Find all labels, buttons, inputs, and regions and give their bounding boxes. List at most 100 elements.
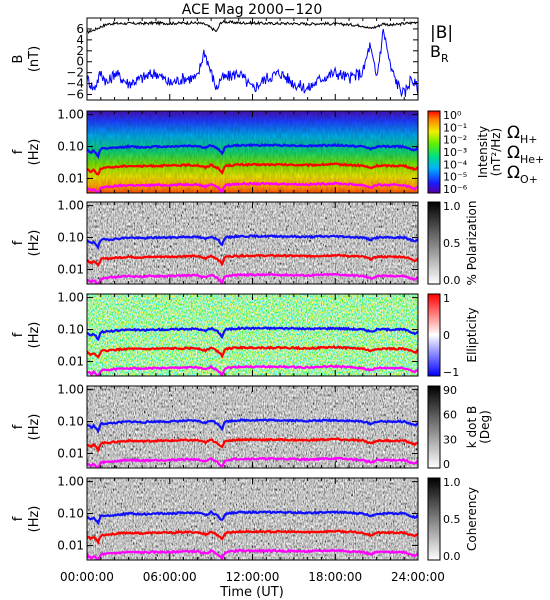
cyclotron-line-hplus (87, 142, 418, 159)
colorbar-tick-label: 30 (443, 433, 457, 446)
x-axis-label: Time (UT) (219, 585, 284, 600)
colorbar-kdotb (427, 385, 441, 469)
y-tick-label: 0.10 (57, 507, 84, 521)
cyclotron-line-oplus (87, 363, 418, 376)
y-tick-label: −6 (66, 88, 84, 102)
y-tick-label: 0.01 (57, 538, 84, 552)
colorbar-tick-label: 90 (443, 384, 457, 397)
cyclotron-line-oplus (87, 272, 418, 284)
colorbar-tick-label: 10⁰ (443, 109, 462, 122)
colorbar-tick-label: 1 (443, 292, 450, 305)
legend-omega-hplus: ΩH+ (507, 123, 538, 146)
y-tick-label: 6 (76, 22, 84, 36)
colorbar-intensity (427, 110, 441, 194)
x-tick-label: 24:00:00 (391, 570, 445, 584)
colorbar-title: Coherency (465, 487, 479, 551)
legend-omega-heplus: ΩHe+ (507, 143, 544, 166)
cyclotron-line-oplus (87, 181, 418, 193)
cyclotron-line-oplus (87, 548, 418, 560)
cyclotron-line-heplus (87, 253, 418, 267)
colorbar-tick-label: 0 (443, 329, 450, 342)
x-tick-label: 18:00:00 (308, 570, 362, 584)
x-tick-label: 12:00:00 (226, 570, 280, 584)
y-tick-label: 0.10 (57, 140, 84, 154)
y-axis-label: f (11, 516, 26, 521)
y-tick-label: 1.00 (57, 291, 84, 305)
colorbar-tick-label: 0.5 (443, 513, 461, 526)
legend-b-radial: BR (430, 42, 449, 65)
panel-kdotb: 1.00 0.10 0.01 90 60 30 0 k dot B (Deg) f (Hz) (11, 383, 492, 471)
y-axis-label: f (11, 424, 26, 429)
y-tick-label: 0.01 (57, 171, 84, 185)
chart-title: ACE Mag 2000−120 (182, 2, 322, 18)
y-axis-label: f (11, 240, 26, 245)
cyclotron-line-heplus (87, 162, 418, 176)
heatmap-coherency (87, 478, 418, 560)
y-axis-unit: (Hz) (27, 322, 42, 349)
colorbar-tick-label: 1.0 (443, 200, 461, 213)
cyclotron-line-hplus (87, 509, 418, 526)
y-axis-label: B (11, 55, 26, 64)
y-tick-label: 1.00 (57, 475, 84, 489)
y-tick-label: 4 (76, 33, 84, 47)
y-axis-unit: (Hz) (27, 139, 42, 166)
colorbar-tick-label: 10⁻⁶ (443, 183, 468, 196)
y-tick-label: 1.00 (57, 199, 84, 213)
cyclotron-line-hplus (87, 325, 418, 342)
colorbar-tick-label: 10⁻⁴ (443, 158, 468, 171)
cyclotron-line-heplus (87, 529, 418, 546)
colorbar-tick-label: 60 (443, 409, 457, 422)
panel-ellipticity: 1.00 0.10 0.01 1 0 −1 Ellipticity f (Hz) (11, 291, 479, 379)
y-tick-label: 1.00 (57, 108, 84, 122)
colorbar-tick-label: 10⁻¹ (443, 121, 467, 134)
colorbar-title: k dot B (465, 406, 479, 448)
colorbar-title: Intensity (476, 126, 490, 178)
colorbar-polarization (427, 201, 441, 285)
colorbar-tick-label: −1 (443, 366, 459, 379)
colorbar-ellipticity (427, 293, 441, 377)
heatmap-ellipticity (87, 294, 418, 376)
x-tick-label: 00:00:00 (60, 570, 114, 584)
x-axis: 00:00:00 06:00:00 12:00:00 18:00:00 24:00:00 (60, 570, 445, 584)
heatmap-intensity (87, 111, 418, 193)
colorbar-tick-label: 10⁻³ (443, 146, 467, 159)
y-tick-label: 0.01 (57, 446, 84, 460)
x-tick-label: 06:00:00 (143, 570, 197, 584)
heatmap-kdotb (87, 386, 418, 468)
y-tick-label: 0.10 (57, 323, 84, 337)
y-tick-label: 2 (76, 44, 84, 58)
cyclotron-line-heplus (87, 345, 418, 359)
y-tick-label: 0.10 (57, 231, 84, 245)
y-tick-label: −4 (66, 77, 84, 91)
panel-coherency: 1.00 0.10 0.01 1.0 0.5 0.0 Coherency f (Hz) (11, 475, 479, 563)
colorbar-title: % Polarization (465, 201, 479, 286)
colorbar-tick-label: 0.0 (443, 550, 461, 563)
y-tick-label: −2 (66, 66, 84, 80)
cyclotron-line-hplus (87, 418, 418, 434)
y-axis-unit: (nT) (27, 46, 42, 72)
colorbar-tick-label: 0.0 (443, 274, 461, 287)
colorbar-tick-label: 0 (443, 458, 450, 471)
y-axis-unit: (Hz) (27, 230, 42, 257)
colorbar-tick-label: 1.0 (443, 476, 461, 489)
colorbar-tick-label: 0.5 (443, 237, 461, 250)
y-tick-label: 0.10 (57, 415, 84, 429)
legend-omega-oplus: ΩO+ (507, 163, 538, 186)
cyclotron-line-hplus (87, 233, 418, 250)
colorbar-tick-label: 10⁻² (443, 134, 467, 147)
panel-polarization: 1.00 0.10 0.01 1.0 0.5 0.0 % Polarization f (Hz) (11, 199, 479, 287)
y-tick-label: 0 (76, 55, 84, 69)
colorbar-title: Ellipticity (465, 308, 479, 363)
cyclotron-line-oplus (87, 456, 418, 468)
y-axis-label: f (11, 332, 26, 337)
series-line-b-radial (86, 28, 419, 98)
colorbar-coherency (427, 477, 441, 561)
y-axis-unit: (Hz) (27, 506, 42, 533)
y-tick-label: 1.00 (57, 383, 84, 397)
legend-b-magnitude: |B| (430, 23, 453, 43)
cyclotron-line-heplus (87, 437, 418, 454)
y-axis-unit: (Hz) (27, 414, 42, 441)
